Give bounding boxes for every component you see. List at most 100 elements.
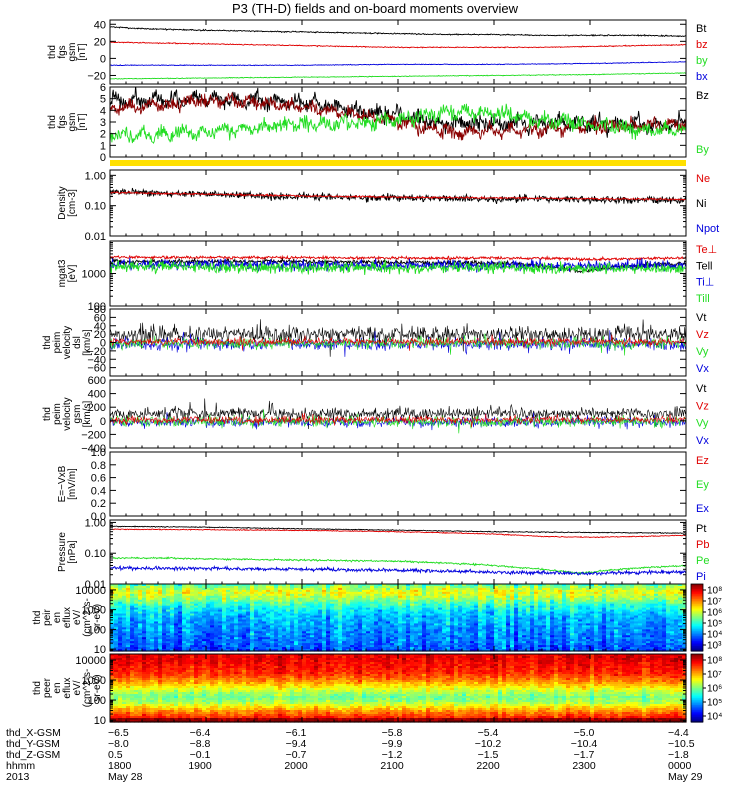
heatmap-cell	[678, 621, 683, 625]
heatmap-cell	[622, 629, 627, 632]
heatmap-cell	[222, 633, 227, 636]
heatmap-cell	[570, 609, 575, 613]
heatmap-cell	[282, 619, 287, 623]
heatmap-cell	[682, 587, 687, 591]
heatmap-cell	[338, 625, 343, 628]
heatmap-cell	[170, 615, 175, 619]
heatmap-cell	[162, 639, 167, 642]
heatmap-cell	[110, 623, 115, 626]
heatmap-cell	[194, 633, 199, 636]
heatmap-cell	[246, 623, 251, 626]
heatmap-cell	[482, 631, 487, 634]
heatmap-cell	[158, 584, 163, 587]
heatmap-cell	[594, 609, 599, 613]
heatmap-cell	[194, 584, 199, 587]
heatmap-cell	[442, 613, 447, 617]
heatmap-cell	[322, 601, 327, 605]
heatmap-cell	[170, 617, 175, 621]
heatmap-cell	[206, 635, 211, 638]
heatmap-cell	[226, 641, 231, 644]
heatmap-cell	[170, 585, 175, 589]
heatmap-cell	[586, 639, 591, 642]
heatmap-cell	[522, 607, 527, 611]
heatmap-cell	[218, 641, 223, 644]
heatmap-cell	[642, 585, 647, 589]
heatmap-cell	[578, 615, 583, 619]
heatmap-cell	[330, 619, 335, 623]
heatmap-cell	[282, 593, 287, 597]
heatmap-cell	[114, 637, 119, 640]
heatmap-cell	[490, 593, 495, 597]
heatmap-cell	[186, 627, 191, 630]
heatmap-cell	[358, 613, 363, 617]
heatmap-cell	[134, 615, 139, 619]
heatmap-cell	[198, 635, 203, 638]
heatmap-cell	[210, 627, 215, 630]
heatmap-cell	[254, 621, 259, 625]
heatmap-cell	[546, 609, 551, 613]
heatmap-cell	[538, 627, 543, 630]
heatmap-cell	[390, 603, 395, 607]
heatmap-cell	[214, 627, 219, 630]
heatmap-cell	[562, 609, 567, 613]
heatmap-cell	[418, 605, 423, 609]
heatmap-cell	[346, 603, 351, 607]
heatmap-cell	[326, 639, 331, 642]
heatmap-cell	[426, 625, 431, 628]
heatmap-cell	[438, 615, 443, 619]
heatmap-cell	[226, 605, 231, 609]
heatmap-cell	[662, 584, 667, 587]
heatmap-cell	[162, 633, 167, 636]
heatmap-cell	[430, 593, 435, 597]
heatmap-cell	[366, 607, 371, 611]
heatmap-cell	[662, 625, 667, 628]
heatmap-cell	[306, 633, 311, 636]
heatmap-cell	[222, 625, 227, 628]
heatmap-cell	[594, 623, 599, 626]
heatmap-cell	[234, 589, 239, 593]
heatmap-cell	[362, 625, 367, 628]
heatmap-cell	[646, 605, 651, 609]
heatmap-cell	[194, 639, 199, 642]
heatmap-cell	[210, 601, 215, 605]
heatmap-cell	[570, 629, 575, 632]
heatmap-cell	[370, 599, 375, 603]
heatmap-cell	[590, 611, 595, 615]
heatmap-cell	[654, 605, 659, 609]
heatmap-cell	[554, 585, 559, 589]
heatmap-cell	[130, 599, 135, 603]
heatmap-cell	[150, 591, 155, 595]
heatmap-cell	[534, 584, 539, 587]
heatmap-cell	[350, 635, 355, 638]
heatmap-cell	[370, 585, 375, 589]
heatmap-cell	[358, 585, 363, 589]
heatmap-cell	[426, 599, 431, 603]
heatmap-cell	[366, 603, 371, 607]
heatmap-cell	[290, 591, 295, 595]
heatmap-cell	[434, 635, 439, 638]
heatmap-cell	[570, 601, 575, 605]
heatmap-cell	[370, 629, 375, 632]
heatmap-cell	[406, 623, 411, 626]
heatmap-cell	[278, 617, 283, 621]
heatmap-cell	[226, 617, 231, 621]
heatmap-cell	[334, 595, 339, 599]
heatmap-cell	[234, 591, 239, 595]
heatmap-cell	[474, 625, 479, 628]
heatmap-cell	[442, 615, 447, 619]
heatmap-cell	[134, 639, 139, 642]
heatmap-cell	[542, 607, 547, 611]
heatmap-cell	[450, 631, 455, 634]
heatmap-cell	[470, 593, 475, 597]
heatmap-cell	[198, 641, 203, 644]
heatmap-cell	[310, 595, 315, 599]
heatmap-cell	[370, 619, 375, 623]
heatmap-cell	[582, 611, 587, 615]
heatmap-cell	[622, 593, 627, 597]
heatmap-cell	[394, 629, 399, 632]
heatmap-cell	[230, 587, 235, 591]
heatmap-cell	[410, 605, 415, 609]
heatmap-cell	[482, 597, 487, 601]
heatmap-cell	[534, 625, 539, 628]
heatmap-cell	[126, 607, 131, 611]
